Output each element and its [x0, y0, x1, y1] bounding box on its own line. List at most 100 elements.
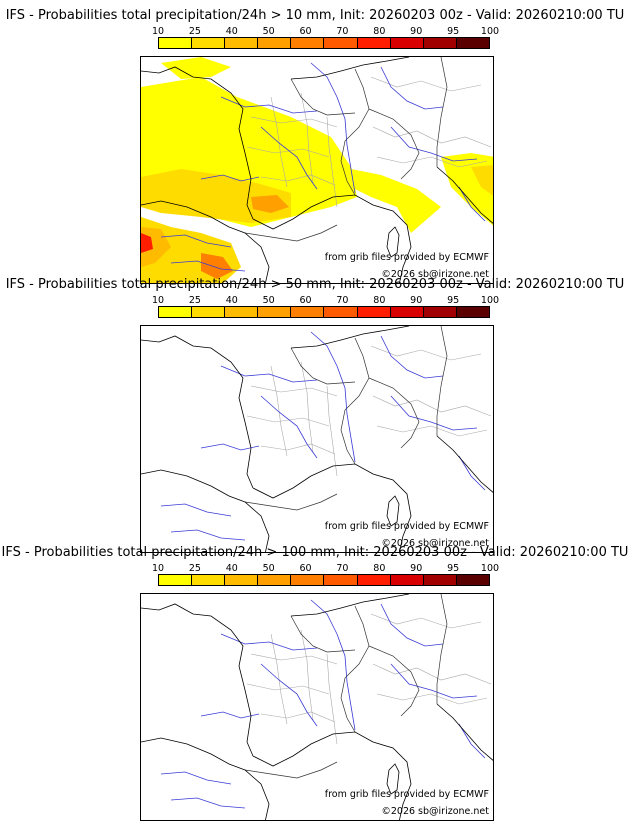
coastline — [141, 66, 254, 220]
coastline — [141, 469, 270, 552]
copyright-credit: ©2026 sb@irizone.net — [381, 538, 489, 549]
coastline — [141, 335, 254, 489]
map-area: from grib files provided by ECMWF ©2026 … — [140, 56, 494, 284]
coastline — [141, 200, 270, 283]
probability-area — [251, 195, 289, 213]
river — [310, 62, 338, 98]
region-border — [260, 174, 336, 186]
colorbar-swatch — [390, 38, 424, 48]
copyright-credit: ©2026 sb@irizone.net — [381, 806, 489, 817]
colorbar-swatch — [225, 575, 259, 585]
region-border — [250, 653, 338, 665]
panel-title: IFS - Probabilities total precipitation/… — [1, 545, 629, 560]
river — [380, 335, 444, 379]
data-source-credit: from grib files provided by ECMWF — [324, 789, 489, 800]
river — [220, 96, 318, 114]
region-border — [270, 633, 288, 725]
colorbar-swatch — [225, 38, 259, 48]
colorbar — [158, 306, 490, 318]
coastline — [141, 603, 254, 757]
coastline — [252, 731, 412, 820]
river — [458, 723, 486, 759]
colorbar-tick-label: 90 — [410, 26, 423, 37]
river — [310, 599, 338, 635]
colorbar-tick-label: 40 — [225, 26, 238, 37]
river — [380, 66, 444, 110]
coastline — [252, 194, 412, 283]
region-border — [246, 683, 330, 695]
colorbar-tick-label: 95 — [447, 295, 460, 306]
region-border — [370, 345, 482, 361]
colorbar-swatch — [159, 38, 193, 48]
country-border — [436, 326, 448, 436]
colorbar-tick-label: 25 — [188, 26, 201, 37]
river — [390, 395, 478, 431]
colorbar-tick-label: 90 — [410, 563, 423, 574]
colorbar-tick-label: 10 — [151, 295, 165, 306]
colorbar-swatch — [357, 307, 391, 317]
country-border — [290, 78, 356, 116]
river — [170, 529, 246, 541]
colorbar-tick-label: 70 — [336, 295, 349, 306]
country-border — [290, 615, 356, 653]
river — [220, 633, 318, 651]
colorbar-swatch — [324, 575, 358, 585]
country-border — [244, 493, 338, 511]
country-border — [368, 377, 420, 449]
colorbar-swatch — [192, 38, 226, 48]
river — [160, 234, 232, 248]
country-border — [244, 761, 338, 779]
coastline — [386, 226, 400, 258]
colorbar-swatch — [258, 575, 292, 585]
region-border — [260, 711, 336, 723]
river — [200, 174, 260, 182]
colorbar-tick-label: 25 — [188, 295, 201, 306]
country-border — [436, 594, 448, 704]
region-border — [270, 365, 288, 457]
data-source-credit: from grib files provided by ECMWF — [324, 521, 489, 532]
river — [380, 603, 444, 647]
panel-title: IFS - Probabilities total precipitation/… — [5, 277, 625, 292]
colorbar-tick-label: 40 — [225, 563, 238, 574]
panel-title: IFS - Probabilities total precipitation/… — [5, 8, 625, 23]
probability-map — [141, 594, 493, 820]
region-border — [270, 96, 288, 188]
country-border — [244, 224, 338, 242]
river — [458, 455, 486, 491]
map-area: from grib files provided by ECMWF ©2026 … — [140, 593, 494, 821]
region-border — [300, 361, 314, 453]
river — [170, 797, 246, 809]
probability-area — [471, 165, 493, 196]
colorbar-tick-label: 60 — [299, 295, 312, 306]
colorbar-tick-label: 95 — [447, 26, 460, 37]
country-border — [436, 57, 448, 167]
colorbar-swatch — [291, 575, 325, 585]
colorbar-tick-label: 25 — [188, 563, 201, 574]
colorbar-swatch — [390, 575, 424, 585]
region-border — [326, 653, 338, 745]
colorbar-swatch — [225, 307, 259, 317]
colorbar-swatch — [423, 307, 457, 317]
colorbar-tick-label: 70 — [336, 563, 349, 574]
colorbar-swatch — [324, 307, 358, 317]
colorbar-tick-label: 40 — [225, 295, 238, 306]
river — [200, 443, 260, 451]
coastline — [436, 435, 493, 493]
coastline — [290, 57, 410, 80]
colorbar-labels: 10 25 40 50 60 70 80 90 95 100 — [152, 295, 499, 306]
region-border — [260, 443, 336, 455]
colorbar-tick-label: 80 — [373, 563, 386, 574]
colorbar-tick-label: 50 — [262, 295, 275, 306]
colorbar-tick-label: 60 — [299, 26, 312, 37]
region-border — [370, 76, 482, 92]
colorbar-swatch — [192, 307, 226, 317]
coastline — [252, 463, 412, 552]
colorbar-tick-label: 70 — [336, 26, 349, 37]
colorbar-tick-label: 95 — [447, 563, 460, 574]
colorbar-labels: 10 25 40 50 60 70 80 90 95 100 — [152, 26, 499, 37]
colorbar-tick-label: 50 — [262, 563, 275, 574]
colorbar-tick-label: 90 — [410, 295, 423, 306]
colorbar-tick-label: 80 — [373, 26, 386, 37]
colorbar-swatch — [258, 38, 292, 48]
data-source-credit: from grib files provided by ECMWF — [324, 252, 489, 263]
